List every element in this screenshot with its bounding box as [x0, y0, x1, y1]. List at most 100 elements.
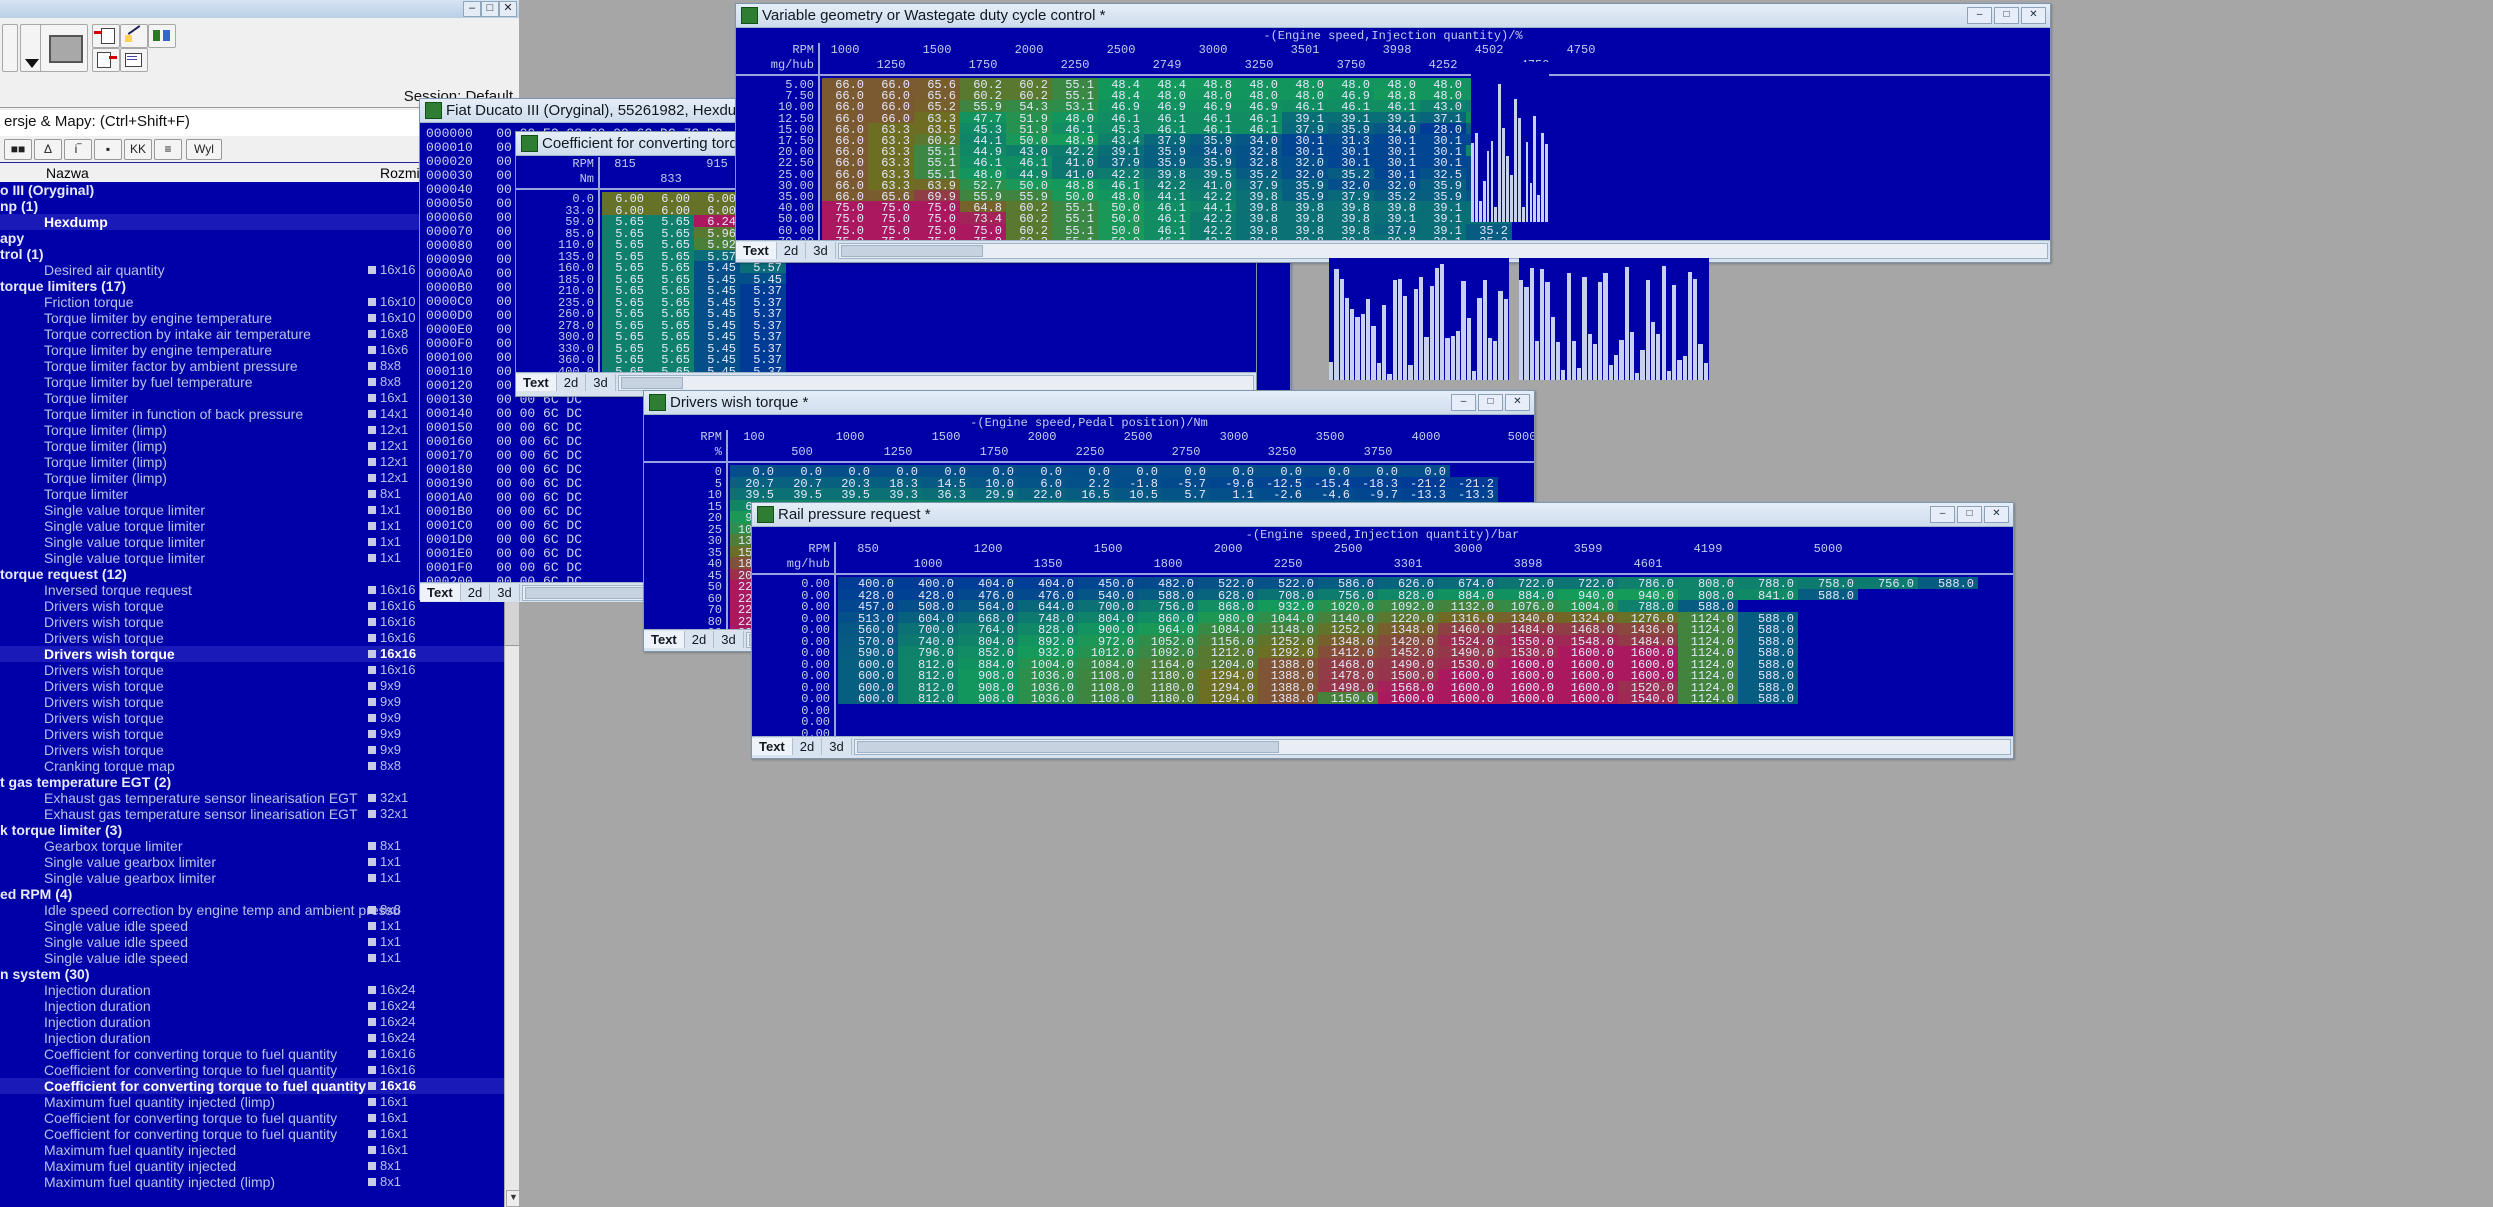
tree-item-11[interactable]: Torque limiter factor by ambient pressur…: [0, 358, 504, 374]
map-cell[interactable]: 5.65: [648, 341, 694, 356]
map-cell[interactable]: 1600.0: [1438, 680, 1498, 695]
map-cell[interactable]: 10.0: [970, 476, 1018, 491]
map-cell[interactable]: 66.0: [822, 156, 868, 170]
map-cell[interactable]: 50.0: [1006, 134, 1052, 148]
map-cell[interactable]: 1220.0: [1378, 611, 1438, 626]
tree-item-55[interactable]: Coefficient for converting torque to fue…: [0, 1062, 504, 1078]
map-cell[interactable]: 35.2: [1236, 167, 1282, 182]
map-cell[interactable]: 18.3: [874, 476, 922, 491]
map-cell[interactable]: 508.0: [898, 600, 958, 614]
map-cell[interactable]: 588.0: [1738, 634, 1798, 649]
map-cell[interactable]: 46.9: [1190, 100, 1236, 114]
map-cell[interactable]: 1530.0: [1438, 657, 1498, 672]
map-cell[interactable]: 1124.0: [1678, 657, 1738, 672]
map-cell[interactable]: 43.0: [1006, 145, 1052, 159]
tree-item-23[interactable]: Single value torque limiter 1x1: [0, 550, 504, 566]
map-cell[interactable]: 14.5: [922, 476, 970, 491]
map-cell[interactable]: 66.0: [822, 122, 868, 137]
tree-group-37[interactable]: t gas temperature EGT (2): [0, 774, 504, 790]
map-cell[interactable]: 35.9: [1144, 145, 1190, 159]
map-cell[interactable]: 1324.0: [1558, 611, 1618, 626]
map-cell[interactable]: 55.1: [1052, 234, 1098, 240]
tree-item-34[interactable]: Drivers wish torque 9x9: [0, 726, 504, 742]
map-cell[interactable]: 1524.0: [1438, 634, 1498, 649]
map-cell[interactable]: 0.0: [826, 465, 874, 479]
map-cell[interactable]: 1092.0: [1378, 600, 1438, 614]
map-cell[interactable]: 588.0: [1918, 577, 1978, 591]
map-cell[interactable]: 60.2: [960, 89, 1006, 103]
map-cell[interactable]: 1036.0: [1018, 692, 1078, 706]
map-cell[interactable]: 32.0: [1282, 156, 1328, 170]
map-cell[interactable]: 450.0: [1078, 577, 1138, 591]
map-cell[interactable]: 804.0: [1078, 611, 1138, 626]
map-cell[interactable]: 46.1: [1144, 201, 1190, 215]
map-cell[interactable]: 48.0: [1098, 190, 1144, 204]
map-cell[interactable]: 63.3: [914, 111, 960, 126]
map-cell[interactable]: 796.0: [898, 646, 958, 660]
map-cell[interactable]: 1388.0: [1258, 680, 1318, 695]
tree-item-13[interactable]: Torque limiter 16x1: [0, 390, 504, 406]
map-cell[interactable]: 5.65: [602, 364, 648, 372]
map-cell[interactable]: 758.0: [1798, 577, 1858, 591]
map-cell[interactable]: 39.1: [1420, 223, 1466, 238]
map-cell[interactable]: 65.2: [914, 100, 960, 114]
map-cell[interactable]: 748.0: [1018, 611, 1078, 626]
map-cell[interactable]: 1092.0: [1138, 646, 1198, 660]
hexdump-row[interactable]: 0001A0 00 00 6C DC: [426, 491, 1290, 505]
map-cell[interactable]: 1004.0: [1018, 657, 1078, 672]
map-cell[interactable]: 42.2: [1190, 190, 1236, 204]
map-cell[interactable]: 5.37: [740, 284, 786, 298]
map-cell[interactable]: 5.65: [648, 238, 694, 252]
map-cell[interactable]: 852.0: [958, 646, 1018, 660]
map-cell[interactable]: 75.0: [914, 212, 960, 226]
new-window-icon[interactable]: [92, 24, 120, 48]
map-cell[interactable]: 5.37: [740, 295, 786, 310]
map-cell[interactable]: 628.0: [1198, 588, 1258, 603]
tree-item-51[interactable]: Injection duration 16x24: [0, 998, 504, 1014]
tree-item-32[interactable]: Drivers wish torque 9x9: [0, 694, 504, 710]
map-cell[interactable]: 626.0: [1378, 577, 1438, 591]
map-cell[interactable]: 50.0: [1098, 223, 1144, 238]
tree-item-9[interactable]: Torque correction by intake air temperat…: [0, 326, 504, 342]
map-cell[interactable]: 39.8: [1236, 201, 1282, 215]
map-cell[interactable]: 46.1: [1144, 223, 1190, 238]
map-cell[interactable]: 30.1: [1282, 134, 1328, 148]
map-cell[interactable]: 48.0: [1282, 89, 1328, 103]
map-cell[interactable]: 908.0: [958, 669, 1018, 683]
map-cell[interactable]: 46.1: [1098, 111, 1144, 126]
map-cell[interactable]: 35.9: [1282, 190, 1328, 204]
map-cell[interactable]: 908.0: [958, 680, 1018, 695]
map-cell[interactable]: 1180.0: [1138, 680, 1198, 695]
map-cell[interactable]: 39.1: [1098, 145, 1144, 159]
map-cell[interactable]: 66.0: [822, 89, 868, 103]
map-cell[interactable]: 0.0: [1258, 465, 1306, 479]
map-cell[interactable]: 20.3: [826, 476, 874, 491]
map-cell[interactable]: 600.0: [838, 669, 898, 683]
hexdump-row[interactable]: 000200 00 00 6C DC: [426, 575, 1290, 583]
map-cell[interactable]: 16.5: [1066, 488, 1114, 502]
map-cell[interactable]: 588.0: [1738, 657, 1798, 672]
map-cell[interactable]: 590.0: [838, 646, 898, 660]
map-cell[interactable]: 39.1: [1374, 212, 1420, 226]
map-cell[interactable]: 860.0: [1138, 611, 1198, 626]
tree-item-46[interactable]: Single value idle speed 1x1: [0, 918, 504, 934]
map-cell[interactable]: 404.0: [958, 577, 1018, 591]
map-cell[interactable]: 722.0: [1558, 577, 1618, 591]
map-cell[interactable]: 513.0: [838, 611, 898, 626]
map-cell[interactable]: -9.7: [1354, 488, 1402, 502]
tree-item-54[interactable]: Coefficient for converting torque to fue…: [0, 1046, 504, 1062]
map-cell[interactable]: 5.65: [602, 318, 648, 333]
toolbar-btn-pointer[interactable]: ▪: [94, 139, 122, 160]
map-cell[interactable]: -5.7: [1162, 476, 1210, 491]
map-cell[interactable]: 1530.0: [1498, 646, 1558, 660]
hexdump-row[interactable]: 000140 00 00 6C DC: [426, 407, 1290, 421]
map-cell[interactable]: 55.1: [1052, 212, 1098, 226]
map-cell[interactable]: 66.0: [822, 145, 868, 159]
map-cell[interactable]: 60.2: [1006, 89, 1052, 103]
map-cell[interactable]: 1036.0: [1018, 669, 1078, 683]
map-cell[interactable]: 756.0: [1138, 600, 1198, 614]
map-cell[interactable]: 476.0: [958, 588, 1018, 603]
map-cell[interactable]: 46.1: [1328, 100, 1374, 114]
map-cell[interactable]: 828.0: [1018, 623, 1078, 637]
map-cell[interactable]: 48.0: [1374, 78, 1420, 92]
